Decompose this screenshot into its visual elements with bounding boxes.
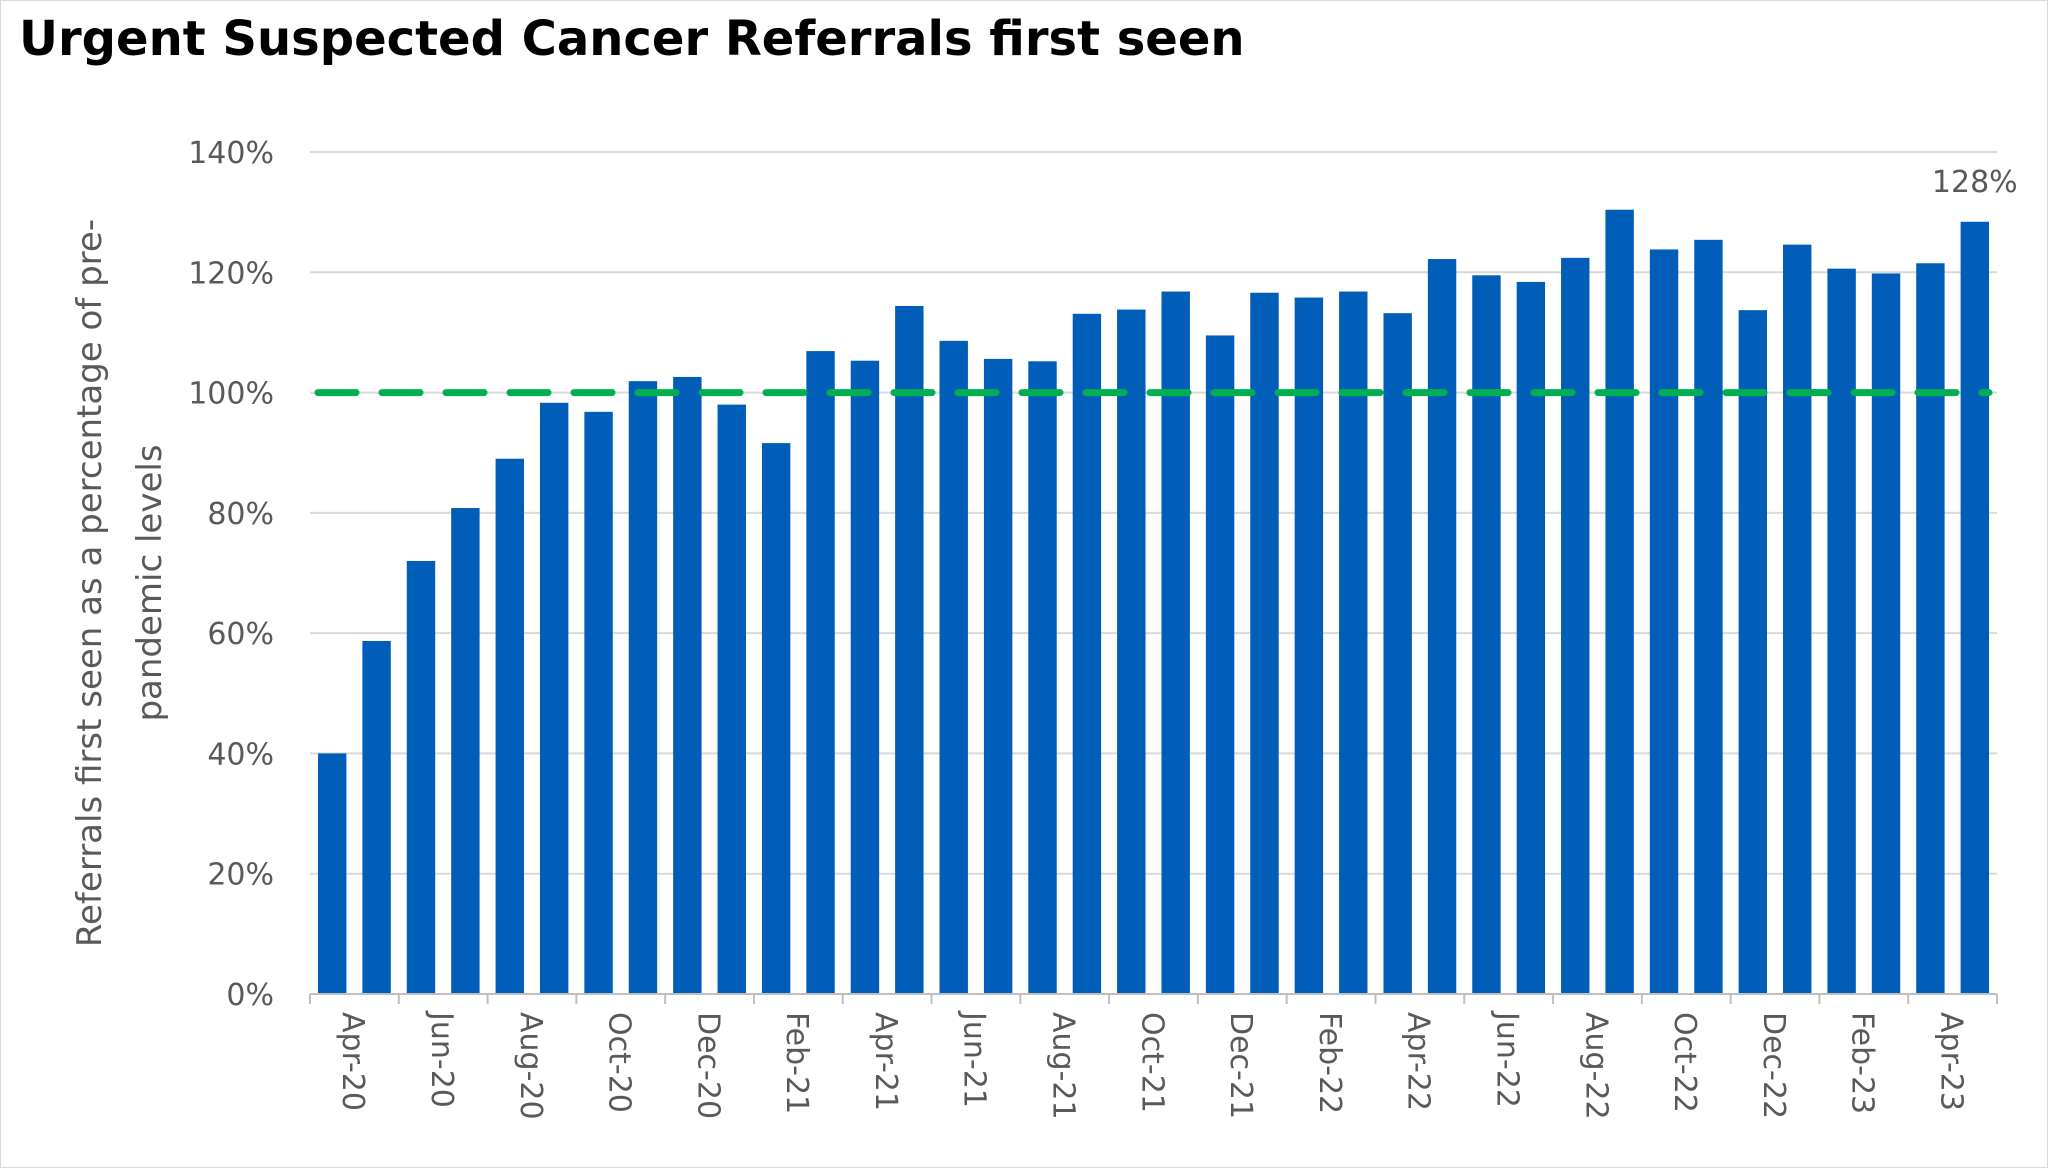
x-tick-label: Dec-21	[1223, 1012, 1258, 1119]
x-tick-label: Oct-20	[602, 1012, 637, 1113]
y-tick-label: 0%	[226, 978, 274, 1013]
x-tick-label: Apr-23	[1933, 1012, 1968, 1111]
bar	[1294, 297, 1324, 994]
x-tick-label: Apr-20	[335, 1012, 370, 1111]
bar	[1205, 335, 1235, 995]
bar	[1649, 249, 1679, 995]
bar	[1028, 361, 1057, 995]
x-tick-label: Oct-22	[1667, 1012, 1702, 1113]
bar	[406, 560, 436, 994]
x-tick-label: Apr-21	[868, 1012, 903, 1111]
bar	[1072, 313, 1102, 994]
y-tick-label: 120%	[188, 256, 274, 291]
x-tick-label: Jun-21	[957, 1010, 992, 1108]
bar	[939, 340, 968, 994]
bar	[1827, 268, 1856, 995]
y-tick-label: 100%	[188, 377, 274, 412]
bar	[1960, 221, 1990, 994]
x-tick-label: Jun-22	[1489, 1010, 1524, 1108]
bar	[1472, 275, 1501, 994]
y-axis-title: Referrals first seen as a percentage of …	[70, 219, 110, 947]
x-tick-label: Feb-23	[1845, 1012, 1880, 1114]
data-label: 128%	[1932, 165, 2018, 200]
bar	[1516, 281, 1546, 994]
x-tick-label: Aug-21	[1046, 1012, 1081, 1120]
x-tick-label: Oct-21	[1134, 1012, 1169, 1113]
bar	[451, 508, 480, 994]
bar	[1561, 257, 1590, 994]
bar	[1250, 292, 1279, 995]
axes	[309, 993, 1998, 1004]
y-tick-label: 60%	[207, 617, 274, 652]
bar	[1605, 209, 1634, 995]
y-tick-label: 80%	[207, 497, 274, 532]
x-tick-label: Apr-22	[1401, 1012, 1436, 1111]
bar	[895, 305, 924, 995]
bar	[628, 381, 658, 994]
bar	[1383, 313, 1412, 994]
labels: 0% 20% 40% 60% 80% 100% 120% 140% Apr-20 Jun-20 Au…	[70, 136, 2018, 1120]
x-tick-label: Jun-20	[424, 1010, 459, 1108]
bars	[317, 209, 1990, 995]
bar	[673, 376, 702, 994]
y-tick-label: 140%	[188, 136, 274, 171]
bar	[761, 443, 791, 994]
bar	[1738, 310, 1768, 994]
bar	[584, 411, 613, 994]
bar	[1916, 263, 1945, 994]
bar	[806, 351, 835, 994]
x-tick-label: Dec-22	[1756, 1012, 1791, 1119]
bar	[362, 640, 391, 994]
bar	[1117, 309, 1146, 994]
bar	[1694, 239, 1723, 994]
x-tick-label: Dec-20	[690, 1012, 725, 1119]
bar	[317, 753, 347, 994]
bar	[717, 404, 746, 995]
y-tick-label: 40%	[207, 737, 274, 772]
bar	[1161, 291, 1190, 994]
y-axis-title: pandemic levels	[130, 444, 170, 721]
bar	[1783, 244, 1812, 994]
bar	[539, 402, 569, 994]
x-tick-label: Aug-22	[1578, 1012, 1613, 1120]
x-tick-label: Feb-22	[1312, 1012, 1347, 1114]
bar	[1427, 259, 1457, 994]
bar	[1871, 273, 1901, 994]
x-tick-label: Feb-21	[779, 1012, 814, 1114]
bar	[1339, 291, 1368, 994]
y-tick-label: 20%	[207, 858, 274, 893]
chart-title: Urgent Suspected Cancer Referrals first …	[19, 11, 1245, 67]
bar	[983, 358, 1013, 994]
x-tick-label: Aug-20	[513, 1012, 548, 1120]
bar	[850, 360, 880, 995]
bar	[495, 458, 524, 994]
